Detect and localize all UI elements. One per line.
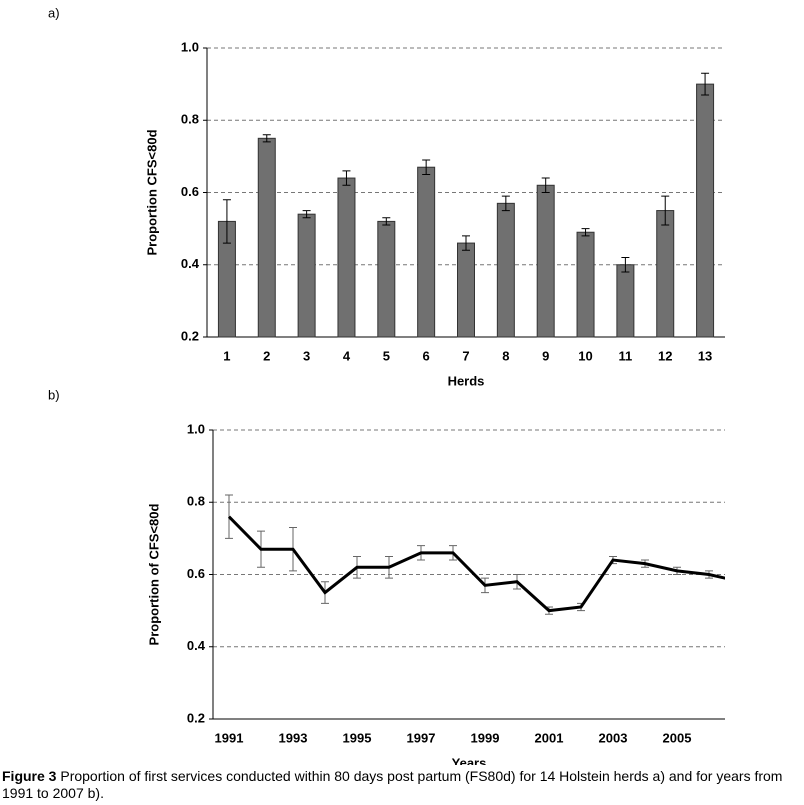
x-tick-label: 9 <box>542 348 549 363</box>
x-tick-label: 7 <box>462 348 469 363</box>
y-tick-label: 1.0 <box>181 39 199 54</box>
x-tick-label: 2005 <box>663 730 692 745</box>
x-tick-label: 1995 <box>343 730 372 745</box>
x-tick-label: 12 <box>658 348 672 363</box>
x-tick-label: 8 <box>502 348 509 363</box>
error-bar <box>382 217 391 226</box>
y-tick-label: 0.6 <box>187 566 205 581</box>
x-tick-label: 4 <box>343 348 351 363</box>
caption-text: Proportion of first services conducted w… <box>2 768 783 801</box>
bar <box>656 210 675 338</box>
error-bar <box>621 257 630 273</box>
error-bar <box>501 195 510 212</box>
error-bar <box>342 170 351 186</box>
caption-label: Figure 3 <box>2 768 57 784</box>
panel-label: b) <box>48 387 60 402</box>
bar <box>576 231 595 338</box>
error-bar <box>222 199 231 244</box>
error-bar <box>302 210 311 219</box>
x-tick-label: 13 <box>698 348 712 363</box>
x-tick-label: 1991 <box>215 730 244 745</box>
x-axis-label: Herds <box>448 373 485 388</box>
page: a) b) 0.2 0.4 0.6 0.8 1.0 Proportion CFS<80d H… <box>2 5 783 801</box>
data-line <box>227 515 725 613</box>
x-tick-label: 2 <box>263 348 270 363</box>
bar <box>496 202 515 338</box>
x-tick-label: 1999 <box>471 730 500 745</box>
x-tick-label: 5 <box>383 348 390 363</box>
error-bar <box>581 228 590 237</box>
bar <box>696 83 715 338</box>
caption: Figure 3 Proportion of first services co… <box>2 768 802 802</box>
chart-b: 0.2 0.4 0.6 0.8 1.0 Proportion of CFS<80d Year… <box>146 421 725 765</box>
figure: a) b) 0.2 0.4 0.6 0.8 1.0 Proportion CFS<80d H… <box>48 5 725 765</box>
x-tick-label: 11 <box>619 348 633 363</box>
x-tick-label: 1997 <box>407 730 436 745</box>
x-tick-label: 2003 <box>599 730 628 745</box>
x-tick-label: 1 <box>223 348 230 363</box>
y-tick-label: 0.4 <box>181 256 200 271</box>
error-bar <box>462 235 470 251</box>
error-bar <box>541 177 550 193</box>
y-tick-label: 1.0 <box>187 421 205 436</box>
x-tick-label: 10 <box>578 348 592 363</box>
bar <box>457 242 475 338</box>
bar <box>616 264 635 338</box>
x-tick-label: 6 <box>423 348 430 363</box>
x-tick-label: 1993 <box>279 730 308 745</box>
y-tick-label: 0.8 <box>187 494 205 509</box>
error-bar <box>701 72 710 96</box>
bar <box>417 166 436 338</box>
bar <box>337 177 356 338</box>
bar <box>257 137 276 338</box>
x-tick-label: 2001 <box>535 730 564 745</box>
panel-label: a) <box>48 5 60 20</box>
error-bar <box>422 159 431 175</box>
y-tick-label: 0.6 <box>181 184 199 199</box>
y-tick-label: 0.2 <box>187 710 205 725</box>
x-axis-label: Years <box>452 755 487 765</box>
error-bar <box>262 134 271 143</box>
y-axis-label: Proportion CFS<80d <box>144 129 159 255</box>
bar <box>536 184 555 338</box>
y-tick-label: 0.2 <box>181 328 199 343</box>
y-tick-label: 0.4 <box>187 638 206 653</box>
y-axis-label: Proportion of CFS<80d <box>146 503 161 645</box>
y-tick-label: 0.8 <box>181 112 199 127</box>
bar <box>297 213 316 338</box>
bar <box>377 220 396 338</box>
x-tick-label: 3 <box>303 348 310 363</box>
error-bar <box>661 195 670 226</box>
